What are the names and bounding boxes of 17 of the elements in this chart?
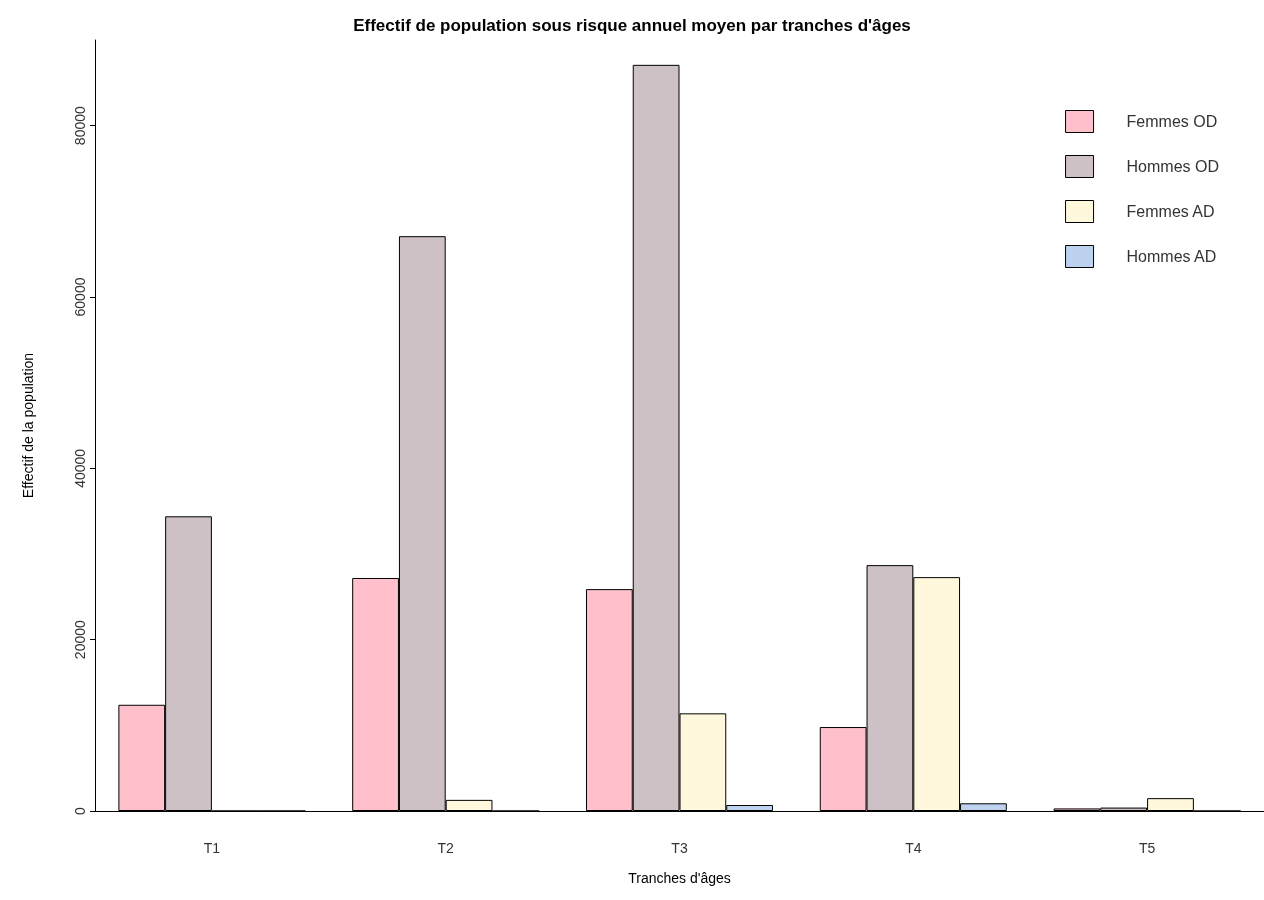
y-tick-label: 80000 xyxy=(72,105,88,146)
x-tick-label: T2 xyxy=(437,840,455,856)
y-tick-label: 60000 xyxy=(72,277,88,317)
x-tick-label: T4 xyxy=(905,840,922,856)
x-axis-title: Tranches d'âges xyxy=(628,870,731,886)
legend-label: Femmes AD xyxy=(1126,203,1215,220)
x-tick-label: T1 xyxy=(203,840,221,856)
x-tick-label: T3 xyxy=(671,840,688,856)
y-tick-label: 0 xyxy=(72,806,88,815)
legend-label: Femmes OD xyxy=(1126,113,1218,130)
chart-title: Effectif de population sous risque annuel moyen par tranches d'âges xyxy=(353,16,911,35)
legend-label: Hommes AD xyxy=(1126,248,1217,265)
x-tick-label: T5 xyxy=(1138,840,1156,856)
legend-label: Hommes OD xyxy=(1126,158,1219,175)
y-axis-title: Effectif de la population xyxy=(20,352,36,499)
y-tick-label: 20000 xyxy=(72,619,88,660)
y-tick-label: 40000 xyxy=(72,448,88,488)
